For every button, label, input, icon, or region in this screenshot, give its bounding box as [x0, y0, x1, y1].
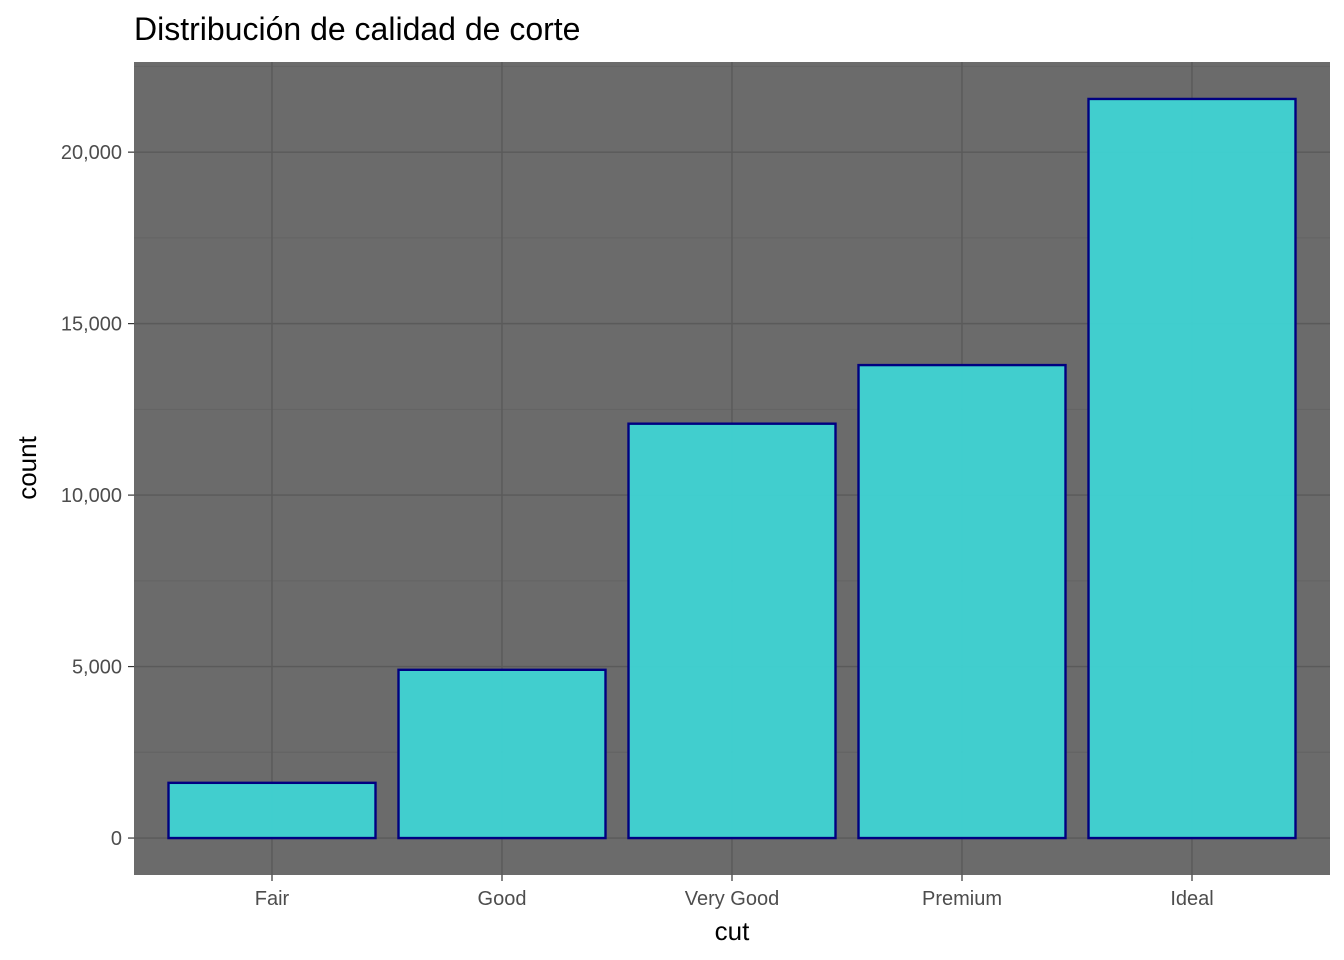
- x-axis: Fair Good Very Good Premium Ideal: [255, 875, 1214, 910]
- y-tick-label: 20,000: [61, 142, 122, 164]
- bar-premium: [857, 363, 1067, 840]
- bar-fair: [167, 781, 377, 840]
- bar-good: [397, 668, 607, 840]
- y-tick-label: 0: [111, 828, 122, 850]
- x-axis-title: cut: [715, 916, 750, 946]
- bars: [167, 97, 1297, 840]
- x-tick-label: Premium: [922, 888, 1002, 910]
- y-tick-label: 10,000: [61, 485, 122, 507]
- chart-title: Distribución de calidad de corte: [134, 11, 580, 47]
- y-tick-label: 5,000: [72, 657, 122, 679]
- x-tick-label: Fair: [255, 888, 290, 910]
- y-tick-label: 15,000: [61, 314, 122, 336]
- y-axis: 0 5,000 10,000 15,000 20,000: [61, 142, 134, 850]
- x-tick-label: Ideal: [1170, 888, 1213, 910]
- bar-very-good: [627, 422, 837, 840]
- y-axis-title: count: [12, 435, 42, 499]
- x-tick-label: Very Good: [685, 888, 780, 910]
- bar-ideal: [1087, 97, 1297, 840]
- x-tick-label: Good: [478, 888, 527, 910]
